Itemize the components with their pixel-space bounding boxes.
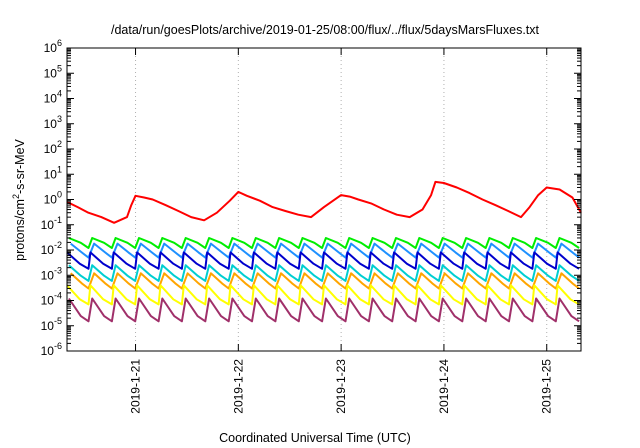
y-tick-label: 10-3	[41, 265, 62, 282]
y-tick-label: 103	[44, 114, 62, 131]
series-line-3	[70, 242, 580, 259]
series-line-6	[70, 272, 580, 290]
data-series	[66, 180, 582, 323]
y-tick-label: 105	[44, 63, 62, 80]
y-tick-label: 10-1	[41, 215, 62, 232]
series-line-4	[66, 251, 580, 270]
y-tick-label: 101	[44, 164, 62, 181]
series-line-2	[68, 237, 580, 249]
y-tick-label: 104	[44, 89, 62, 106]
x-tick-label: 2019-1-24	[437, 359, 451, 414]
y-tick-label: 100	[44, 190, 62, 207]
y-axis-label: protons/cm2-s-sr-MeV	[11, 138, 27, 260]
series-line-5	[68, 264, 580, 282]
x-tick-label: 2019-1-23	[334, 359, 348, 414]
x-axis-label: Coordinated Universal Time (UTC)	[219, 431, 411, 445]
y-tick-label: 102	[44, 139, 62, 156]
series-line-8	[68, 297, 580, 323]
chart-title: /data/run/goesPlots/archive/2019-01-25/0…	[111, 23, 540, 37]
series-line-7	[66, 284, 580, 306]
grid-lines	[135, 48, 548, 351]
y-tick-label: 10-4	[41, 291, 62, 308]
y-tick-label: 106	[44, 38, 62, 55]
x-tick-label: 2019-1-22	[231, 359, 245, 414]
x-tick-label: 2019-1-21	[129, 359, 143, 414]
y-tick-label: 10-5	[41, 316, 62, 333]
y-tick-label: 10-6	[41, 341, 62, 358]
x-axis-ticks: 2019-1-21 2019-1-22 2019-1-23 2019-1-24 2019…	[129, 48, 554, 414]
x-tick-label: 2019-1-25	[540, 359, 554, 414]
series-line-1	[66, 180, 582, 224]
y-tick-label: 10-2	[41, 240, 62, 257]
y-axis-ticks: 10-6 10-5 10-4 10-3 10-2 10-1 100 101 102 103 104 1…	[41, 38, 581, 358]
